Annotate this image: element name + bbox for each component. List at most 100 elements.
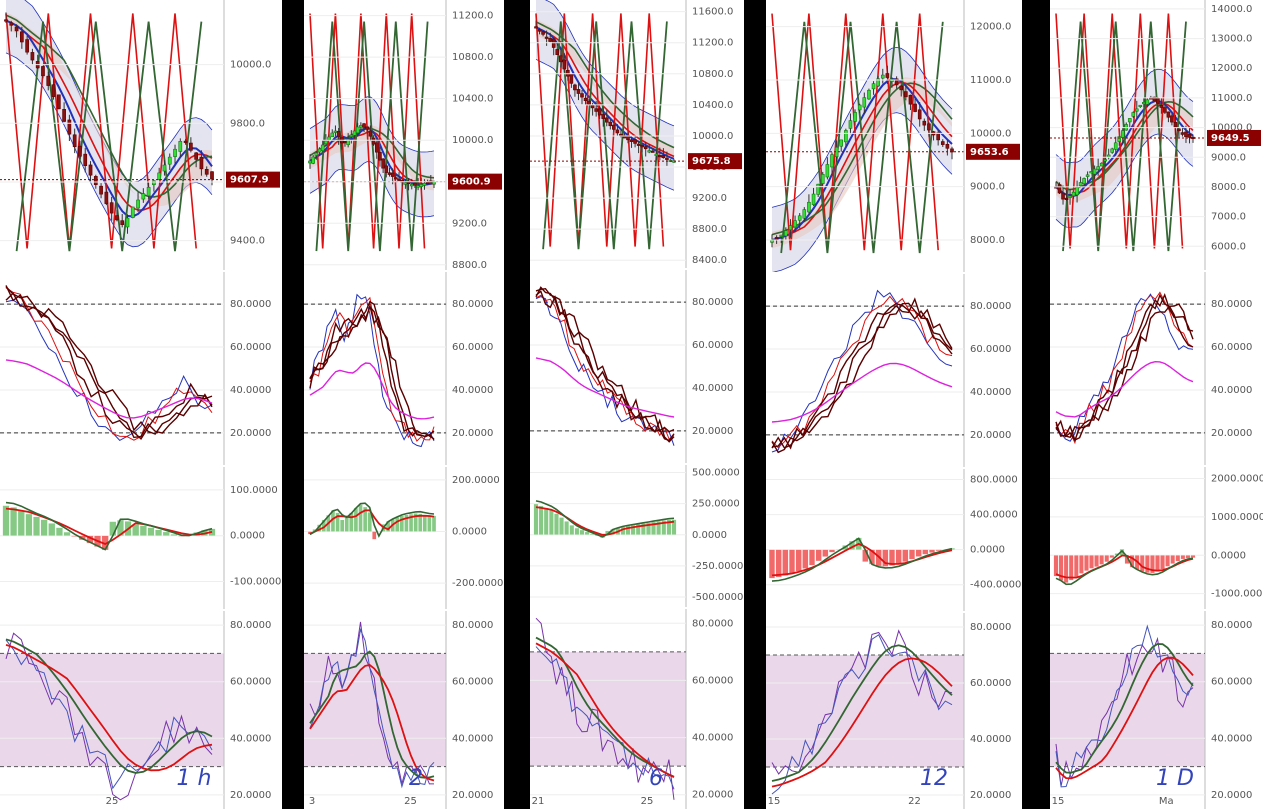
- rsi-tick-label: 20.0000: [692, 790, 733, 801]
- candle: [1177, 128, 1181, 132]
- timeframe-annotation: 1 D: [1156, 766, 1194, 791]
- stoch-svg-5[interactable]: 80.0000 60.0000 40.0000 20.0000: [1050, 272, 1263, 465]
- macd-line: [5, 501, 213, 551]
- candle: [615, 129, 620, 134]
- macd-svg-2[interactable]: 200.0000 0.0000 -200.0000: [304, 467, 504, 609]
- macd-histogram-bar: [1063, 555, 1069, 583]
- price-svg-5[interactable]: 14000.0 13000.0 12000.0 11000.0 10000.0 9000.…: [1050, 0, 1263, 270]
- timeframe-annotation: 12: [920, 766, 948, 791]
- candle: [359, 125, 363, 128]
- rsi-line-2: [1055, 624, 1194, 788]
- candle: [1187, 134, 1192, 138]
- macd-histogram-bar: [399, 515, 404, 532]
- candle: [853, 112, 857, 122]
- macd-pane: 2000.0000 1000.0000 0.0000 -1000.0000: [1050, 467, 1263, 609]
- rsi-svg-5[interactable]: 80.0000 60.0000 40.0000 20.0000 15 Ma 1 D: [1050, 611, 1263, 809]
- candle: [371, 137, 376, 145]
- candle: [1142, 102, 1146, 105]
- macd-line: [1055, 549, 1194, 586]
- candle: [320, 144, 325, 151]
- macd-histogram-bar: [935, 549, 942, 552]
- price-svg-3[interactable]: 11600.011200.010800.010400.010000.09600.…: [530, 0, 744, 268]
- price-tick-label: 10000.0: [970, 128, 1011, 139]
- stoch-svg-4[interactable]: 80.0000 60.0000 40.0000 20.0000: [766, 274, 1022, 467]
- candle: [604, 117, 609, 123]
- candle: [1166, 111, 1171, 118]
- candle: [67, 119, 72, 135]
- rsi-svg-3[interactable]: 80.0000 60.0000 40.0000 20.0000 21 25 6: [530, 609, 744, 809]
- bollinger-upper: [771, 46, 953, 208]
- price-svg-4[interactable]: 12000.0 11000.0 10000.0 9000.0 8000.0 9653.6: [766, 0, 1022, 272]
- candle: [601, 114, 606, 119]
- macd-histogram-bar: [353, 507, 359, 532]
- candle: [597, 108, 602, 116]
- price-tick-label: 8800.0: [692, 224, 727, 235]
- price-svg-2[interactable]: 11200.010800.010400.010000.09600.09200.0…: [304, 0, 504, 270]
- macd-histogram-bar: [162, 531, 170, 536]
- macd-svg-3[interactable]: 500.0000 250.0000 0.0000 -250.0000 -500.0000: [530, 465, 744, 607]
- stochastic-pane: 80.0000 60.0000 40.0000 20.0000: [1050, 272, 1263, 465]
- macd-histogram-bar: [358, 504, 363, 532]
- macd-histogram-bar: [340, 519, 345, 532]
- candle: [152, 180, 156, 186]
- macd-histogram-bar: [559, 517, 564, 535]
- candle: [643, 146, 648, 150]
- rsi-svg-4[interactable]: 80.0000 60.0000 40.0000 20.0000 15 22 12: [766, 613, 1022, 809]
- macd-line: [309, 502, 435, 538]
- price-tick-label: 10400.0: [692, 100, 733, 111]
- stoch-line: [535, 290, 675, 442]
- candle: [576, 89, 581, 94]
- candle: [927, 123, 931, 131]
- macd-tick-label: -250.0000: [692, 561, 743, 572]
- stoch-line: [535, 286, 675, 443]
- candle: [136, 199, 140, 209]
- candle: [904, 91, 908, 98]
- macd-histogram-bar: [1068, 555, 1074, 581]
- rsi-tick-label: 40.0000: [692, 733, 733, 744]
- rsi-band: [766, 655, 964, 767]
- candle: [871, 83, 876, 90]
- stoch-svg-3[interactable]: 80.0000 60.0000 40.0000 20.0000: [530, 270, 744, 463]
- macd-svg-1[interactable]: 100.0000 0.0000 -100.0000: [0, 467, 282, 609]
- candle: [650, 150, 655, 153]
- candle: [130, 206, 135, 218]
- candle: [409, 184, 414, 187]
- rsi-svg-2[interactable]: 80.0000 60.0000 40.0000 20.0000 3 25 2: [304, 611, 504, 809]
- stoch-svg-1[interactable]: 80.0000 60.0000 40.0000 20.0000: [0, 272, 282, 465]
- price-tick-label: 11000.0: [1211, 93, 1252, 104]
- candle: [1120, 130, 1125, 138]
- candle: [636, 143, 641, 146]
- macd-histogram-bar: [413, 513, 418, 532]
- stoch-tick-label: 60.0000: [970, 344, 1011, 355]
- stoch-tick-label: 20.0000: [230, 428, 271, 439]
- rsi-svg-1[interactable]: 80.0000 60.0000 40.0000 20.0000 25 1 h: [0, 611, 282, 809]
- current-price-tag: [966, 143, 1020, 160]
- price-pane: 14000.0 13000.0 12000.0 11000.0 10000.0 9000.…: [1050, 0, 1263, 270]
- candle: [210, 171, 214, 180]
- macd-histogram-bar: [928, 549, 936, 553]
- stoch-line: [5, 286, 213, 435]
- macd-histogram-bar: [1160, 555, 1165, 570]
- chart-column-5: 14000.0 13000.0 12000.0 11000.0 10000.0 9000.…: [1050, 0, 1263, 809]
- macd-histogram-bar: [40, 519, 48, 536]
- macd-tick-label: 400.0000: [970, 510, 1018, 521]
- macd-svg-4[interactable]: 800.0000 400.0000 0.0000 -400.0000: [766, 469, 1022, 611]
- macd-histogram-bar: [33, 516, 40, 536]
- rsi-pane: 80.0000 60.0000 40.0000 20.0000 21 25 6: [530, 609, 744, 809]
- candle: [25, 39, 29, 53]
- macd-histogram-bar: [564, 521, 570, 535]
- stoch-svg-2[interactable]: 80.0000 60.0000 40.0000 20.0000: [304, 272, 504, 465]
- date-label: Ma: [1159, 796, 1174, 807]
- date-label: 25: [404, 796, 417, 807]
- macd-svg-5[interactable]: 2000.0000 1000.0000 0.0000 -1000.0000: [1050, 467, 1263, 609]
- macd-histogram-bar: [2, 505, 10, 536]
- rsi-tick-label: 20.0000: [230, 790, 271, 801]
- macd-pane: 100.0000 0.0000 -100.0000: [0, 467, 282, 609]
- rsi-ma-green: [309, 650, 435, 779]
- macd-histogram-bar: [1109, 555, 1115, 558]
- macd-histogram-bar: [1180, 555, 1186, 560]
